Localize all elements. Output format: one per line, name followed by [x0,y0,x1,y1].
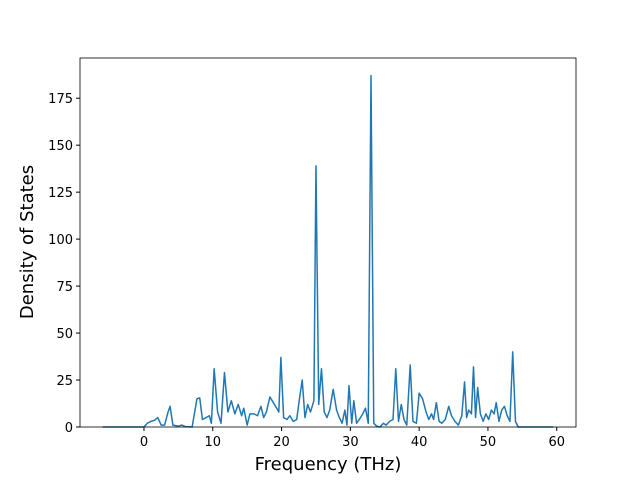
y-tick-label: 125 [48,186,73,201]
x-tick-label: 20 [273,435,290,450]
x-tick-label: 10 [204,435,221,450]
x-tick-label: 60 [548,435,565,450]
axes-frame [79,57,577,428]
y-tick-label: 150 [48,139,73,154]
x-axis-label: Frequency (THz) [255,454,402,475]
x-tick-label: 30 [342,435,359,450]
y-tick-label: 75 [56,280,73,295]
x-tick-label: 0 [140,435,148,450]
y-axis-label: Density of States [17,165,38,319]
y-tick-label: 25 [56,374,73,389]
y-tick-label: 0 [65,421,73,436]
x-tick-label: 50 [480,435,497,450]
x-tick-label: 40 [411,435,428,450]
line [102,74,554,428]
y-tick-label: 175 [48,92,73,107]
y-tick-label: 50 [56,327,73,342]
y-tick-label: 100 [48,233,73,248]
